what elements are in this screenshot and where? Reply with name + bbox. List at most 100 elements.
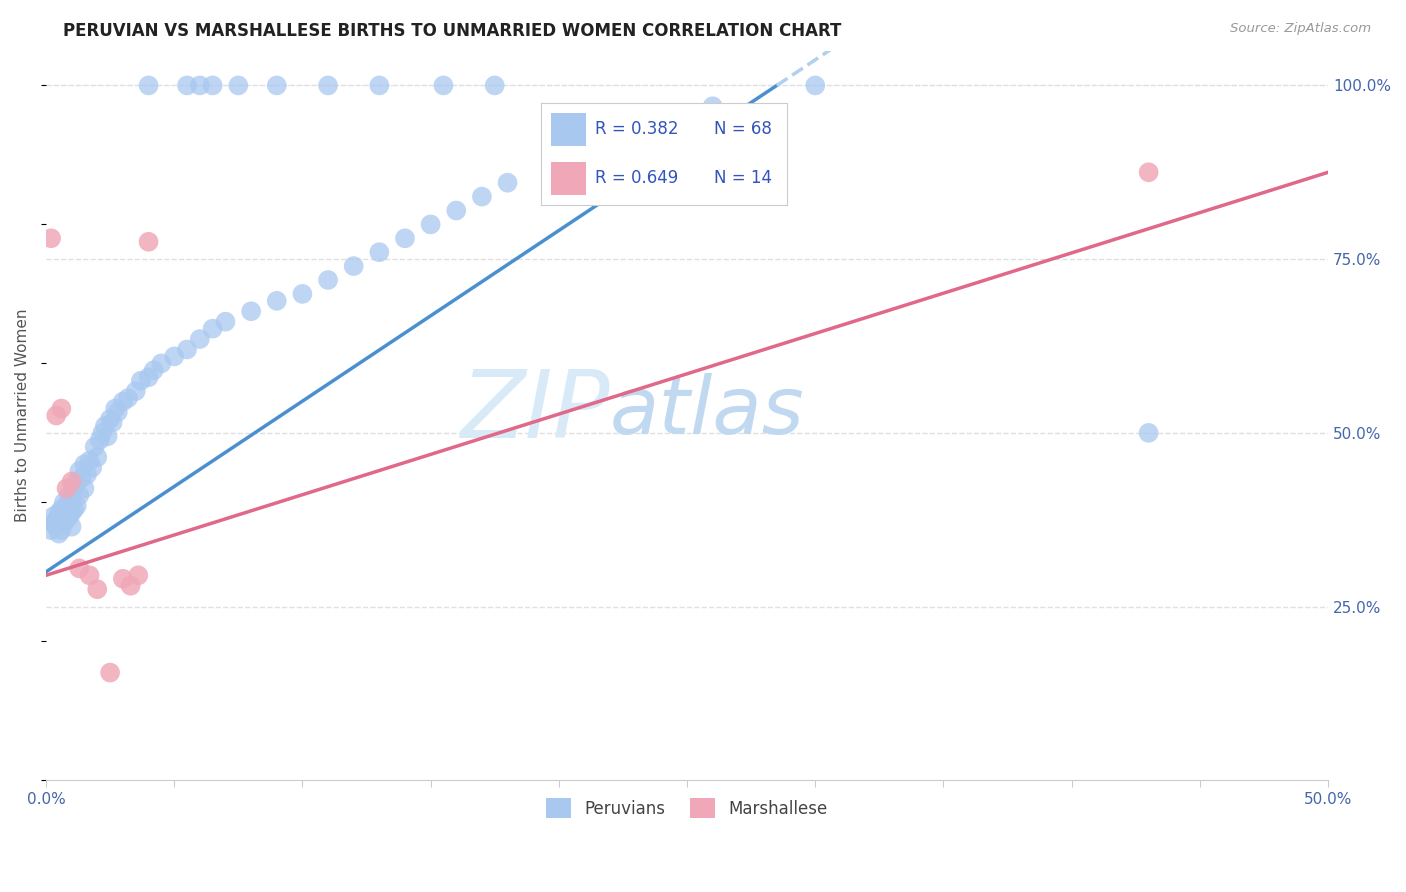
Point [67, 488, 90, 502]
Point [446, 203, 468, 218]
Point [599, 127, 621, 141]
Legend: Peruvians, Marshallese: Peruvians, Marshallese [537, 789, 837, 827]
Point [63, 482, 86, 496]
Point [176, 343, 198, 357]
Point [51, 401, 73, 416]
Point [60, 506, 83, 520]
Point [484, 78, 506, 93]
Point [67, 561, 90, 575]
Text: atlas: atlas [610, 373, 804, 450]
Point [368, 78, 391, 93]
Point [79, 568, 101, 582]
Point [547, 148, 569, 162]
Point [60, 519, 83, 533]
Point [138, 78, 160, 93]
Point [266, 78, 288, 93]
Point [67, 464, 90, 478]
Point [60, 475, 83, 489]
Point [98, 665, 121, 680]
Point [48, 526, 70, 541]
Point [111, 572, 134, 586]
Point [117, 391, 139, 405]
Point [702, 99, 724, 113]
Point [86, 450, 108, 465]
Point [42, 516, 65, 531]
Point [150, 356, 173, 370]
Point [51, 523, 73, 537]
Point [316, 78, 339, 93]
Point [63, 502, 86, 516]
Bar [551, 112, 586, 145]
Point [266, 293, 288, 308]
Point [129, 374, 152, 388]
Point [111, 394, 134, 409]
Point [138, 370, 160, 384]
Point [52, 495, 75, 509]
Text: R = 0.649: R = 0.649 [596, 169, 679, 187]
Point [343, 259, 366, 273]
Point [39, 231, 62, 245]
Point [201, 78, 224, 93]
Point [79, 453, 101, 467]
Text: R = 0.382: R = 0.382 [596, 120, 679, 138]
Point [45, 519, 67, 533]
Point [201, 321, 224, 335]
Point [82, 460, 104, 475]
Point [240, 304, 263, 318]
Text: ZIP: ZIP [461, 367, 610, 458]
Point [94, 418, 117, 433]
Point [73, 482, 96, 496]
Point [51, 502, 73, 516]
Point [188, 332, 211, 346]
Text: N = 68: N = 68 [714, 120, 772, 138]
Point [60, 491, 83, 506]
Point [83, 440, 105, 454]
Point [58, 488, 80, 502]
Point [55, 513, 77, 527]
Point [91, 425, 114, 440]
Point [73, 457, 96, 471]
Text: Source: ZipAtlas.com: Source: ZipAtlas.com [1230, 22, 1371, 36]
Point [45, 513, 67, 527]
Point [98, 412, 121, 426]
Point [804, 78, 827, 93]
Point [66, 475, 89, 489]
Point [496, 176, 519, 190]
Point [127, 568, 149, 582]
Y-axis label: Births to Unmarried Women: Births to Unmarried Women [15, 309, 30, 522]
Point [58, 509, 80, 524]
Point [39, 523, 62, 537]
Point [104, 401, 127, 416]
Point [432, 78, 454, 93]
Point [142, 363, 165, 377]
Point [226, 78, 249, 93]
Point [163, 350, 186, 364]
Point [291, 286, 314, 301]
Point [70, 471, 93, 485]
Point [419, 218, 441, 232]
Point [101, 416, 124, 430]
Point [471, 189, 494, 203]
Point [176, 78, 198, 93]
Bar [551, 162, 586, 194]
Point [86, 582, 108, 597]
Point [45, 409, 67, 423]
Point [48, 506, 70, 520]
Point [368, 245, 391, 260]
Point [96, 429, 118, 443]
Point [107, 405, 129, 419]
Point [316, 273, 339, 287]
Point [52, 516, 75, 531]
Point [55, 499, 77, 513]
Point [214, 315, 236, 329]
Point [188, 78, 211, 93]
Point [89, 433, 111, 447]
Point [138, 235, 160, 249]
Point [120, 579, 142, 593]
Point [42, 509, 65, 524]
Point [66, 499, 89, 513]
Point [55, 482, 77, 496]
Point [1137, 165, 1160, 179]
Text: N = 14: N = 14 [714, 169, 772, 187]
Point [1137, 425, 1160, 440]
